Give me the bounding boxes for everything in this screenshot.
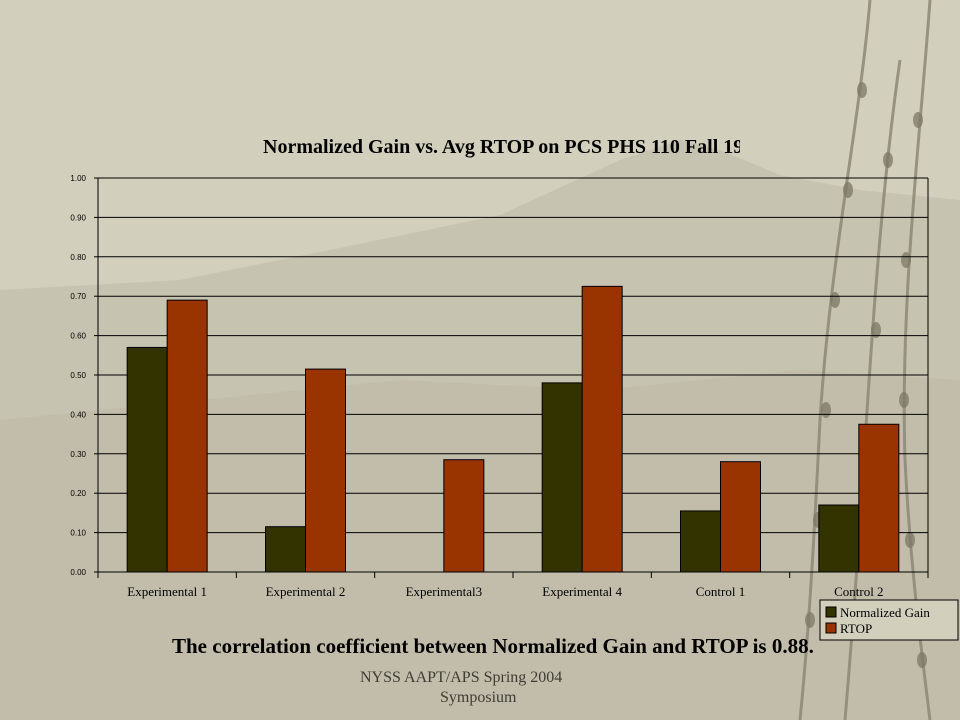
correlation-note: The correlation coefficient between Norm… bbox=[172, 634, 814, 658]
y-tick-label-4: 0.40 bbox=[70, 410, 86, 419]
y-tick-label-8: 0.80 bbox=[70, 253, 86, 262]
bar-rtop-0 bbox=[166, 299, 208, 573]
bar-normalized-gain-0 bbox=[126, 346, 168, 573]
y-tick-label-1: 0.10 bbox=[70, 529, 86, 538]
y-tick-label-10: 1.00 bbox=[70, 174, 86, 183]
bar-normalized-gain-4 bbox=[680, 510, 721, 573]
legend-swatch-normalized-gain bbox=[825, 606, 837, 618]
x-axis-category-labels: Experimental 1 Experimental 2 Experimental… bbox=[127, 584, 883, 599]
x-category-label-5: Control 2 bbox=[834, 584, 883, 599]
legend-swatch-rtop bbox=[825, 622, 837, 634]
bar-normalized-gain-3 bbox=[541, 382, 583, 573]
bar-rtop-2 bbox=[443, 459, 485, 573]
y-axis-tick-labels: 0.00 0.10 0.20 0.30 0.40 0.50 0.60 0.70 0.80 0.90… bbox=[70, 174, 86, 577]
x-category-label-2: Experimental3 bbox=[406, 584, 483, 599]
bar-rtop-3 bbox=[581, 285, 623, 573]
x-category-label-3: Experimental 4 bbox=[542, 584, 622, 599]
bar-rtop-5 bbox=[858, 423, 900, 573]
bar-normalized-gain-5 bbox=[818, 504, 860, 573]
footer-line-1: NYSS AAPT/APS Spring 2004 bbox=[360, 669, 563, 686]
y-tick-label-9: 0.90 bbox=[70, 213, 86, 222]
x-category-label-0: Experimental 1 bbox=[127, 584, 207, 599]
y-tick-label-2: 0.20 bbox=[70, 489, 86, 498]
footer-line-2: Symposium bbox=[440, 689, 517, 706]
chart-title: Normalized Gain vs. Avg RTOP on PCS PHS … bbox=[263, 136, 740, 158]
footer-text: NYSS AAPT/APS Spring 2004 Symposium bbox=[360, 668, 610, 708]
x-category-label-4: Control 1 bbox=[696, 584, 745, 599]
bar-rtop-1 bbox=[305, 368, 346, 573]
y-tick-label-0: 0.00 bbox=[70, 568, 86, 577]
gridlines bbox=[94, 177, 929, 578]
y-tick-label-5: 0.50 bbox=[70, 371, 86, 380]
x-category-label-1: Experimental 2 bbox=[266, 584, 346, 599]
y-tick-label-6: 0.60 bbox=[70, 332, 86, 341]
y-tick-label-3: 0.30 bbox=[70, 450, 86, 459]
legend-label-normalized-gain: Normalized Gain bbox=[840, 605, 930, 620]
bar-normalized-gain-1 bbox=[265, 526, 306, 573]
legend-box bbox=[819, 599, 959, 641]
legend-label-rtop: RTOP bbox=[840, 621, 872, 636]
bar-rtop-4 bbox=[720, 461, 761, 573]
y-tick-label-7: 0.70 bbox=[70, 292, 86, 301]
bars bbox=[126, 285, 900, 573]
